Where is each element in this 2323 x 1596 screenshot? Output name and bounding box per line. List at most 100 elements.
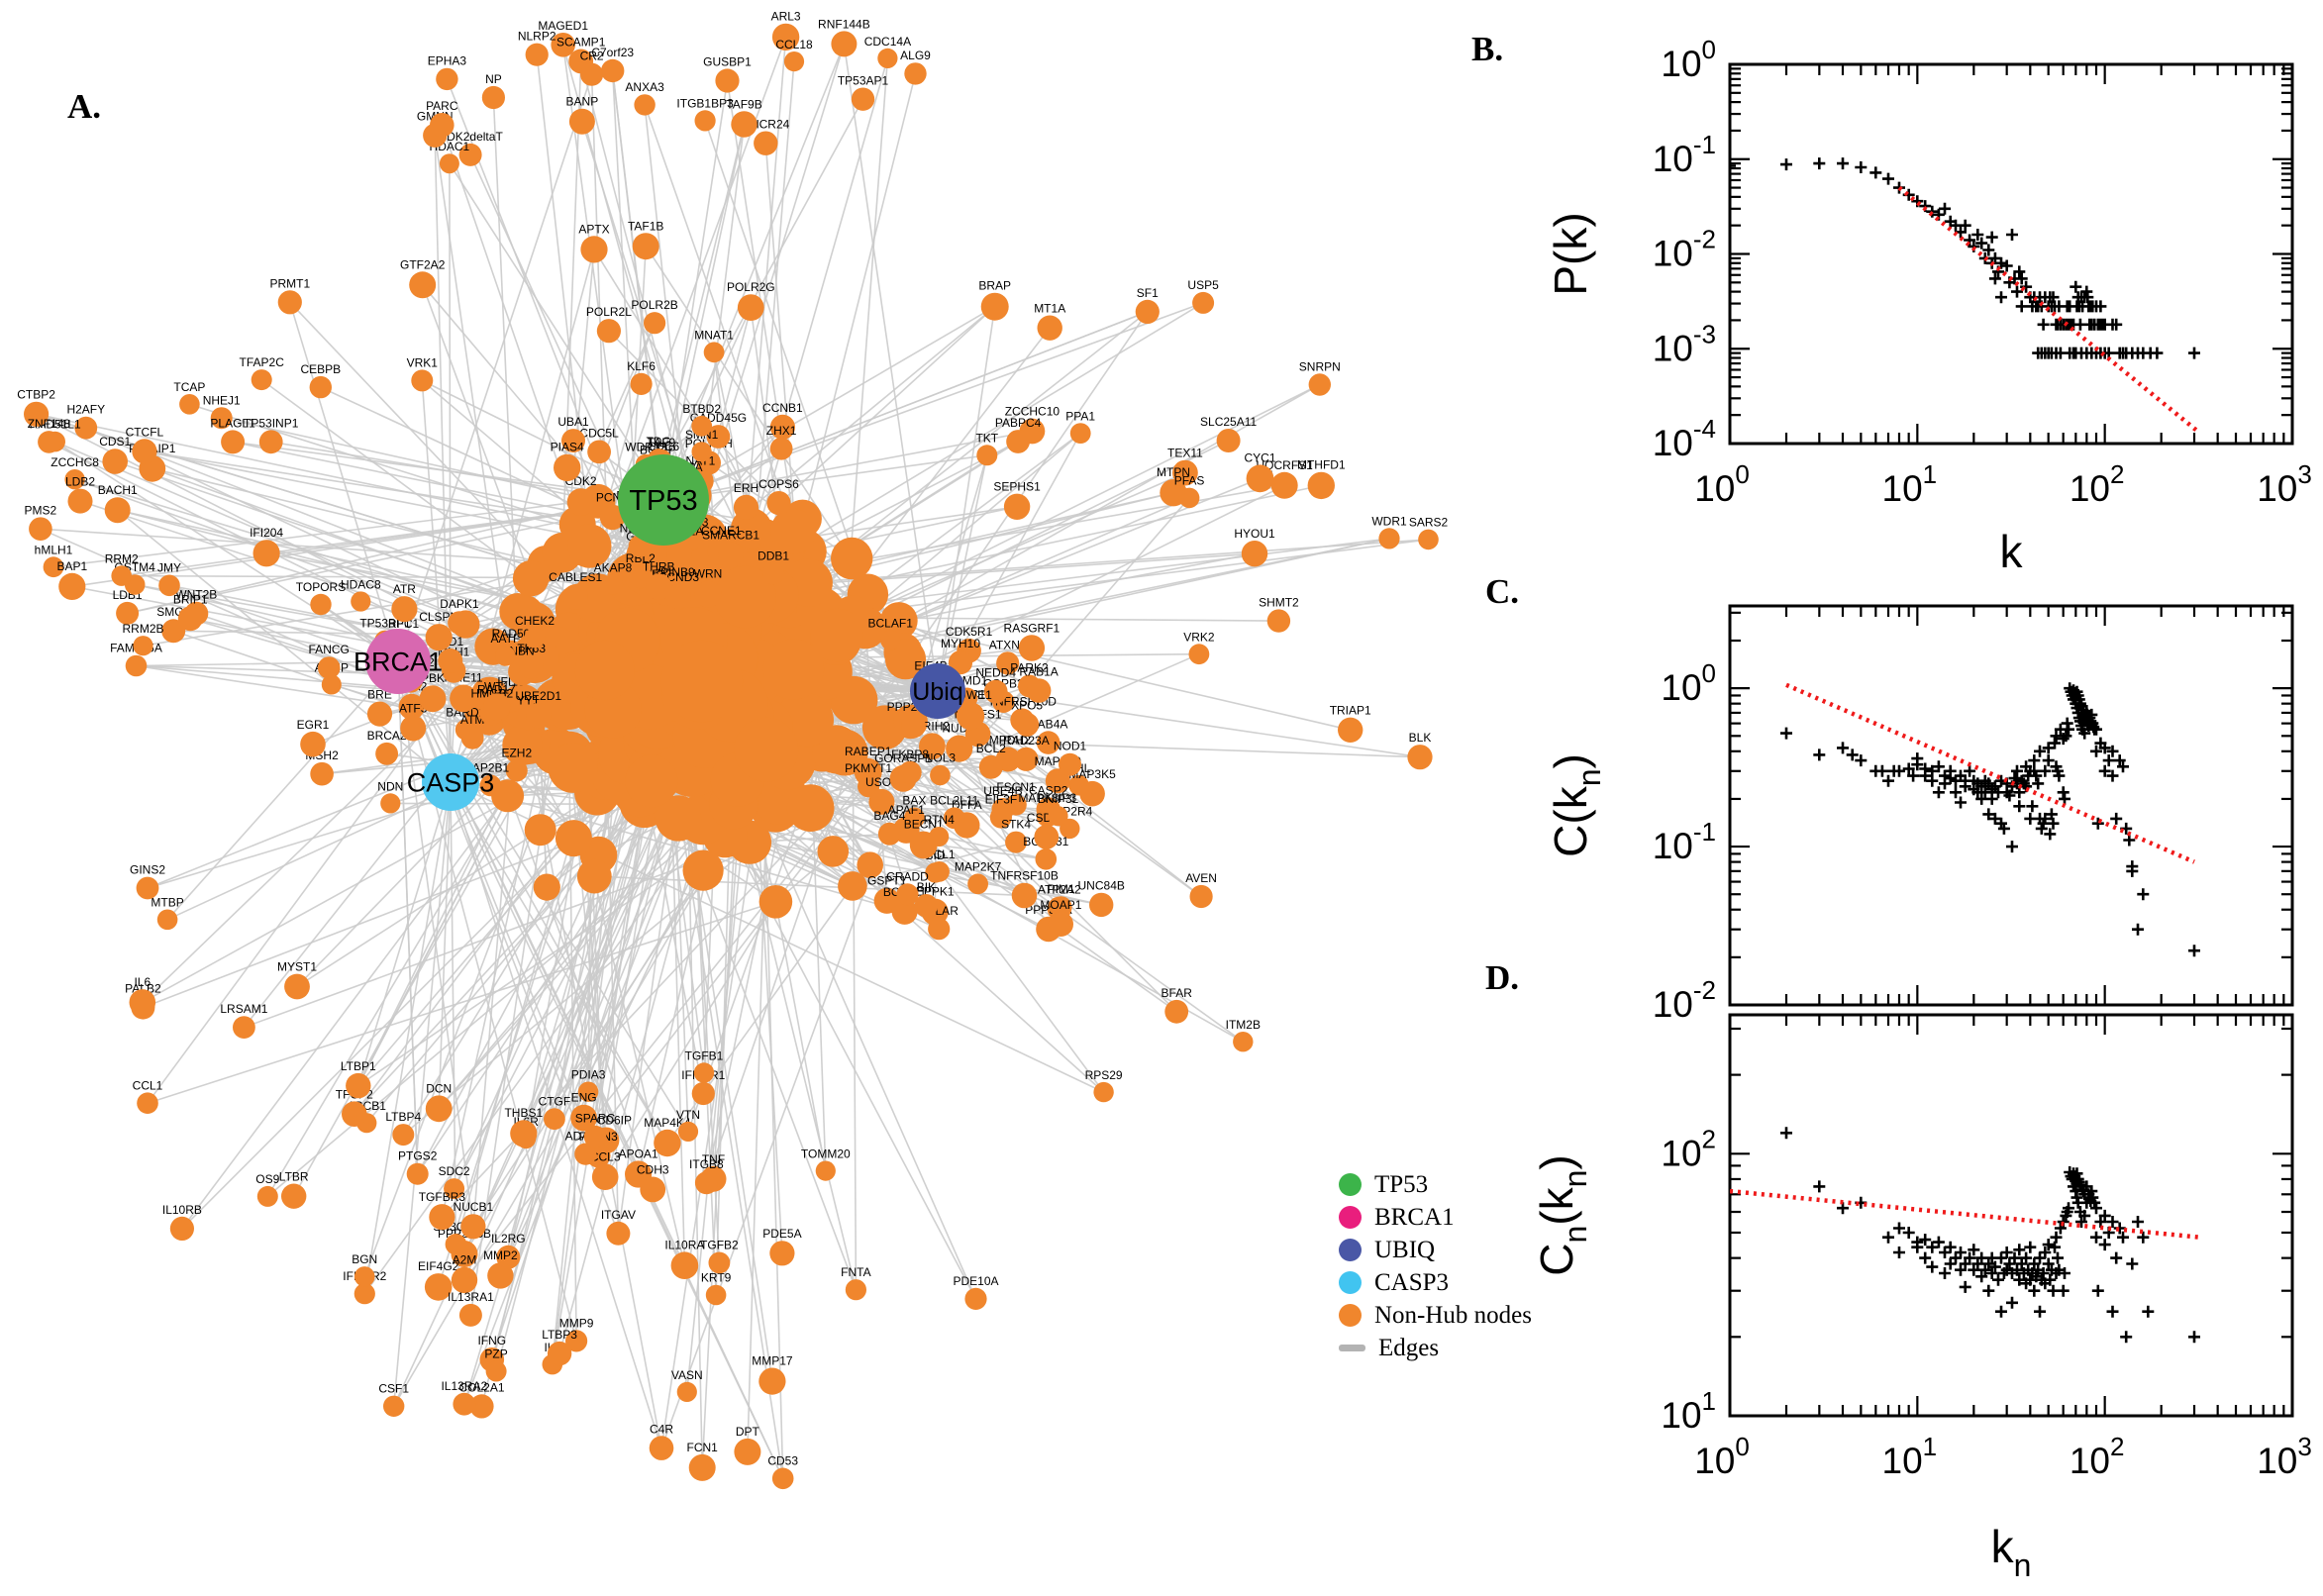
network-node [460,1214,486,1240]
network-node [694,110,716,132]
network-node-label: ITGB8 [689,1157,724,1171]
network-node [451,1266,478,1294]
network-node [309,375,332,399]
network-node-label: MMP9 [559,1316,594,1330]
network-node-label: EGR1 [297,718,330,732]
network-node-label: EPHA3 [428,54,467,68]
network-node [670,1251,699,1279]
network-node-label: ATP2A2 [1038,883,1081,897]
network-node [815,1160,836,1181]
network-node-label: UBE4B [983,784,1022,798]
network-node [693,1062,715,1083]
network-node [104,497,131,524]
network-node-label: NEDD4 [975,666,1016,680]
network-node-label: MAPK8IP3 [1018,791,1076,805]
network-node-label: LTBP4 [385,1110,421,1124]
network-node [1026,678,1052,703]
network-node [1011,882,1038,909]
network-node-label: ARL3 [771,10,801,24]
network-node [948,650,973,675]
network-node-label: SARS2 [1409,516,1449,530]
network-node-label: RAD17 [477,683,516,697]
network-node [409,271,437,299]
x-axis-label: k [2000,526,2024,577]
network-node [398,693,425,721]
network-node [565,1330,588,1352]
y-axis-label: C(kn) [1545,753,1607,857]
network-node-label: PLAGL1 [210,417,255,431]
network-node [602,574,624,595]
network-node-label: VRK1 [407,355,439,369]
network-node-label: MAP4K4 [644,1116,691,1130]
network-node-label: CCL1 [133,1079,163,1093]
network-node [354,1283,375,1305]
network-node-label: CASP2 [1029,783,1068,797]
network-node [929,827,950,847]
network-node-label: FKBP8 [891,748,929,761]
network-node-label: TRIAP1 [1330,704,1371,718]
y-tick-label: 10-1 [1653,130,1716,179]
network-node [634,94,656,116]
network-node-label: STK4 [1001,818,1031,832]
network-node [1048,806,1068,827]
network-node [425,1095,453,1123]
network-node [1005,831,1028,853]
network-node-label: VASN [671,1368,703,1382]
network-node-label: SEPHS1 [993,480,1041,494]
network-node-label: ITM2B [1226,1018,1261,1032]
network-node [284,973,310,1000]
network-node-label: RAD23A [1003,734,1050,748]
network-node-label: PTGS2 [398,1149,438,1163]
panel-label-d: D. [1485,958,1520,997]
x-tick-label: 102 [2070,459,2125,509]
network-node-label: NOL3 [925,751,957,765]
network-node [964,1287,987,1310]
network-node [654,1129,681,1157]
network-node [551,33,575,57]
axis-ticks [1728,62,2294,446]
network-node [957,702,985,731]
x-axis-label: kn [1991,1521,2032,1583]
network-node [179,394,200,415]
network-node [771,23,800,51]
network-node-label: RAB1A [1019,664,1058,678]
network-node-label: VTN [676,1108,700,1122]
network-node [137,1092,158,1114]
network-node-label: ZCCHC8 [50,455,99,469]
network-node-label: ZHX1 [766,424,797,438]
network-node [705,1284,727,1306]
legend-item-label: UBIQ [1374,1236,1436,1263]
network-node-label: BAX [902,794,926,808]
network-node-label: USP5 [1187,278,1219,292]
network-node-label: EIF4G2 [418,1259,459,1273]
hub-node-label: Ubiq [912,678,962,706]
network-node [256,1185,278,1207]
network-node [425,624,453,651]
network-node [354,1266,375,1287]
network-node [1246,464,1274,493]
network-node [694,1171,718,1195]
network-node-label: DDB1 [758,549,789,563]
network-node [1045,768,1070,794]
network-node-label: CTCFL [126,425,164,439]
network-node [102,449,128,474]
network-node [580,236,608,263]
network-node [587,440,611,464]
network-node-label: MMP2 [483,1248,518,1262]
network-node [524,627,546,648]
network-node-label: TCAP [173,380,205,394]
network-node-label: DAPK1 [440,597,479,611]
network-node-label: PMS2 [25,503,57,517]
network-node-label: CHEK2 [515,614,555,628]
network-node-label: TDG [647,435,671,449]
network-node-label: TKT [975,431,998,445]
network-node-label: BANP [566,95,599,109]
network-node [771,1467,794,1490]
network-node-label: ITGAV [601,1208,636,1222]
network-node-label: CTGF [539,1094,571,1108]
network-node [525,43,549,66]
network-node-label: NOD1 [1054,740,1087,753]
network-node [766,491,791,516]
network-node-label: CABLES1 [549,570,602,584]
network-node [221,430,246,454]
